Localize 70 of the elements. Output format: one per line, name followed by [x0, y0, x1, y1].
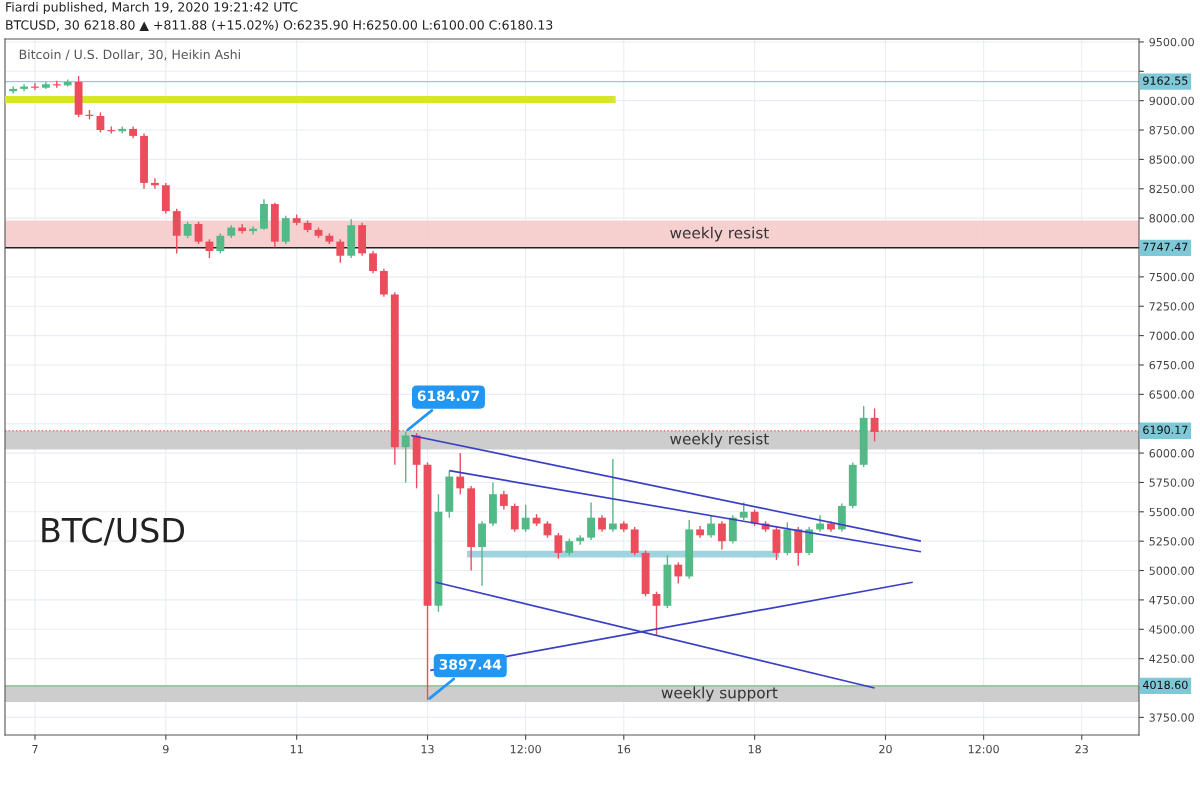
annotation: 3897.44	[439, 659, 502, 670]
x-tick-label: 11	[290, 745, 303, 754]
y-tick-label: 8000.00	[1149, 214, 1194, 223]
y-tick-label: 4500.00	[1149, 625, 1194, 634]
y-tick-label: 7500.00	[1149, 272, 1194, 282]
candlestick	[521, 504, 530, 533]
x-tick-label: 7	[32, 745, 38, 754]
y-tick-label: 4250.00	[1149, 654, 1194, 664]
y-tick-label: 8250.00	[1149, 184, 1194, 194]
x-tick-label: 18	[748, 744, 761, 754]
x-tick-label: 23	[1075, 744, 1088, 754]
x-tick-label: 9	[163, 744, 169, 754]
y-tick-label: 5250.00	[1149, 537, 1194, 546]
y-tick-label: 6000.00	[1149, 449, 1194, 458]
candlestick	[336, 238, 345, 264]
y-tick-label: 8500.00	[1149, 155, 1194, 164]
annotation: BTC/USD	[42, 517, 185, 546]
y-tick-label: 5000.00	[1149, 566, 1194, 575]
candlestick	[194, 220, 203, 245]
candlestick	[554, 532, 563, 560]
candlestick	[510, 502, 519, 533]
x-tick-label: 12:00	[968, 744, 999, 754]
y-tick-label: 5750.00	[1149, 478, 1194, 487]
ref-line-label: 7747.47	[1143, 242, 1188, 251]
candlestick	[794, 526, 803, 567]
band-label: weekly support	[661, 686, 778, 702]
candlestick	[369, 250, 377, 275]
x-tick-label: 20	[879, 744, 892, 754]
candlestick	[728, 514, 737, 545]
y-tick-label: 7000.00	[1149, 331, 1194, 340]
candlestick	[96, 111, 105, 134]
y-tick-label: 3750.00	[1149, 713, 1194, 722]
candlestick	[478, 520, 486, 587]
chart-title: Fiardi published, March 19, 2020 19:21:42 UTC	[6, 1, 298, 15]
candlestick	[456, 452, 465, 495]
candlestick	[401, 430, 410, 484]
y-tick-label: 7250.00	[1149, 302, 1194, 311]
candlestick	[718, 520, 726, 551]
y-tick-label: 4750.00	[1149, 595, 1194, 605]
candlestick	[772, 526, 781, 561]
candlestick	[805, 526, 814, 556]
band-label: weekly resist	[670, 432, 769, 448]
candlestick	[674, 561, 683, 585]
y-tick-label: 5500.00	[1149, 507, 1194, 517]
chart-subtitle: BTCUSD, 30 6218.80 ▲ +811.88 (+15.02%) O:6235.90 H:6250.00 L:6100.00 C:6180.13	[6, 19, 553, 32]
y-tick-label: 9000.00	[1149, 96, 1194, 106]
candlestick	[870, 407, 879, 443]
ref-line-label: 9162.55	[1143, 76, 1188, 85]
annotation: 6184.07	[417, 390, 479, 402]
candlestick	[216, 232, 225, 255]
y-tick-label: 9500.00	[1149, 37, 1194, 47]
candlestick	[587, 501, 596, 541]
candlestick	[379, 267, 388, 298]
y-tick-label: 6500.00	[1149, 390, 1194, 399]
ref-line-label: 6190.17	[1143, 425, 1188, 434]
candlestick	[281, 215, 290, 245]
y-tick-label: 6750.00	[1149, 360, 1194, 370]
ref-line-label: 4018.60	[1142, 680, 1188, 690]
annotation: Bitcoin / U.S. Dollar, 30, Heikin Ashi	[19, 49, 240, 61]
y-tick-label: 8750.00	[1149, 126, 1194, 135]
band-label: weekly resist	[670, 226, 769, 242]
candlestick	[707, 514, 715, 539]
x-tick-label: 12:00	[510, 744, 541, 754]
candlestick	[783, 521, 792, 556]
x-tick-label: 13	[421, 744, 434, 754]
candlestick	[837, 502, 846, 533]
candlestick	[499, 489, 508, 511]
x-tick-label: 16	[617, 744, 631, 754]
candlestick	[630, 526, 639, 556]
candlestick	[652, 590, 661, 636]
